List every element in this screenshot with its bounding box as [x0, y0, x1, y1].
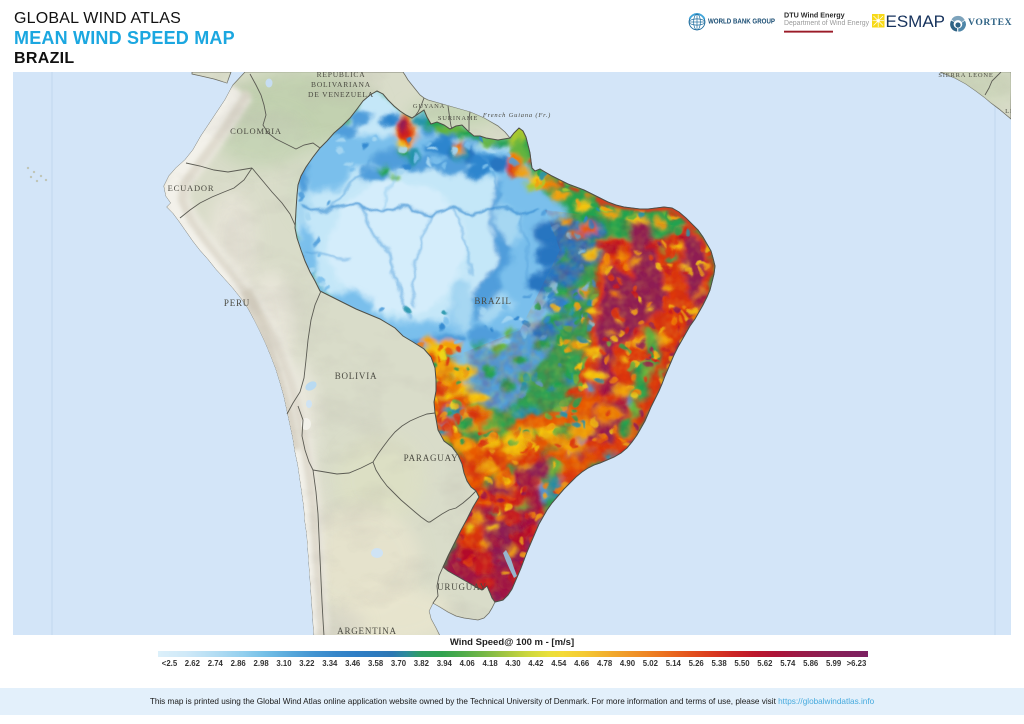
svg-text:BOLIVIA: BOLIVIA — [335, 371, 378, 381]
svg-text:ESMAP: ESMAP — [886, 12, 946, 31]
svg-text:DE VENEZUELA: DE VENEZUELA — [308, 90, 374, 99]
svg-text:French Guiana (Fr.): French Guiana (Fr.) — [482, 112, 551, 119]
svg-text:COLOMBIA: COLOMBIA — [230, 126, 282, 136]
svg-text:SURINAME: SURINAME — [438, 115, 478, 122]
svg-text:PARAGUAY: PARAGUAY — [404, 453, 459, 463]
svg-text:LI: LI — [1005, 108, 1011, 115]
svg-text:Department of Wind Energy: Department of Wind Energy — [784, 20, 870, 27]
svg-text:BRAZIL: BRAZIL — [474, 296, 511, 306]
svg-text:BOLIVARIANA: BOLIVARIANA — [311, 80, 371, 89]
svg-text:ARGENTINA: ARGENTINA — [337, 626, 397, 635]
svg-text:WORLD BANK GROUP: WORLD BANK GROUP — [708, 17, 775, 26]
svg-text:SIERRA LEONE: SIERRA LEONE — [938, 72, 993, 79]
svg-text:REPUBLICA: REPUBLICA — [317, 72, 366, 79]
svg-text:GUYANA: GUYANA — [413, 103, 445, 110]
svg-text:ECUADOR: ECUADOR — [168, 183, 215, 193]
svg-text:URUGUAY: URUGUAY — [437, 582, 487, 592]
svg-text:DTU Wind Energy: DTU Wind Energy — [784, 11, 845, 20]
svg-text:PERU: PERU — [224, 298, 250, 308]
svg-text:VORTEX: VORTEX — [968, 17, 1012, 28]
